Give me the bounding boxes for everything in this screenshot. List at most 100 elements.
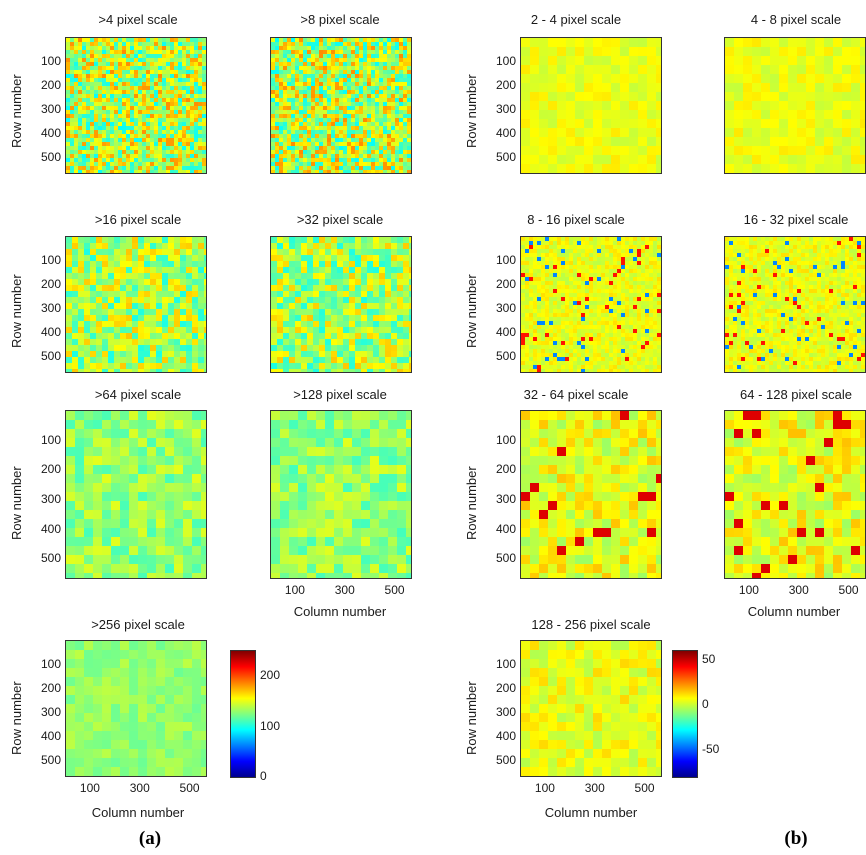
heatmap-cell (165, 546, 174, 555)
heatmap-cell (391, 130, 395, 134)
heatmap-cell (132, 321, 138, 327)
heatmap-cell (142, 94, 146, 98)
heatmap-cell (96, 345, 102, 351)
heatmap-cell (770, 65, 779, 74)
heatmap-cell (406, 447, 411, 456)
heatmap-cell (192, 501, 201, 510)
heatmap-cell (182, 102, 186, 106)
heatmap-cell (291, 74, 295, 78)
heatmap-cell (84, 345, 90, 351)
heatmap-cell (202, 86, 206, 90)
heatmap-cell (165, 740, 174, 749)
heatmap-cell (295, 94, 299, 98)
heatmap-cell (114, 297, 120, 303)
heatmap-cell (375, 150, 379, 154)
heatmap-cell (530, 110, 539, 119)
heatmap-cell (325, 327, 331, 333)
heatmap-cell (323, 150, 327, 154)
heatmap-cell (98, 98, 102, 102)
heatmap-cell (311, 170, 315, 173)
heatmap-cell (102, 46, 106, 50)
heatmap-cell (656, 65, 661, 74)
heatmap-cell (154, 78, 158, 82)
heatmap-cell (287, 42, 291, 46)
heatmap-cell (331, 42, 335, 46)
heatmap-cell (192, 492, 201, 501)
heatmap-cell (323, 78, 327, 82)
heatmap-cell (126, 297, 132, 303)
heatmap-cell (301, 291, 307, 297)
heatmap-cell (752, 74, 761, 83)
heatmap-cell (102, 279, 108, 285)
heatmap-cell (397, 573, 406, 578)
heatmap-cell (539, 146, 548, 155)
heatmap-cell (186, 110, 190, 114)
heatmap-cell (66, 740, 75, 749)
heatmap-cell (150, 114, 154, 118)
heatmap-cell (620, 74, 629, 83)
heatmap-cell (307, 420, 316, 429)
heatmap-cell (371, 62, 375, 66)
heatmap-cell (307, 411, 316, 420)
heatmap-cell (533, 237, 537, 241)
heatmap-cell (183, 695, 192, 704)
heatmap-cell (355, 90, 359, 94)
heatmap-cell (385, 345, 391, 351)
heatmap-cell (110, 146, 114, 150)
heatmap-cell (647, 38, 656, 47)
heatmap-cell (403, 46, 407, 50)
heatmap-cell (126, 110, 130, 114)
heatmap-cell (319, 82, 323, 86)
heatmap-cell (602, 83, 611, 92)
heatmap-cell (158, 142, 162, 146)
heatmap-cell (204, 321, 206, 327)
heatmap-cell (146, 82, 150, 86)
heatmap-cell (343, 363, 349, 369)
heatmap-cell (565, 249, 569, 253)
heatmap-cell (361, 519, 370, 528)
heatmap-cell (287, 38, 291, 42)
heatmap-cell (657, 237, 661, 241)
heatmap-cell (283, 279, 289, 285)
heatmap-cell (359, 150, 363, 154)
heatmap-cell (331, 243, 337, 249)
heatmap-cell (138, 94, 142, 98)
heatmap-cell (355, 50, 359, 54)
heatmap-cell (154, 82, 158, 86)
heatmap-cell (311, 74, 315, 78)
heatmap-cell (134, 118, 138, 122)
heatmap-cell (323, 170, 327, 173)
heatmap-cell (355, 74, 359, 78)
heatmap-cell (331, 303, 337, 309)
heatmap-cell (725, 137, 734, 146)
heatmap-cell (166, 90, 170, 94)
heatmap-cell (150, 297, 156, 303)
heatmap-cell (327, 166, 331, 170)
heatmap-cell (397, 279, 403, 285)
heatmap-cell (743, 128, 752, 137)
heatmap-cell (174, 122, 178, 126)
heatmap-cell (84, 573, 93, 578)
heatmap-cell (303, 126, 307, 130)
heatmap-cell (84, 546, 93, 555)
heatmap-cell (367, 46, 371, 50)
heatmap-cell (311, 70, 315, 74)
heatmap-cell (150, 321, 156, 327)
heatmap-cell (307, 162, 311, 166)
heatmap-cell (403, 78, 407, 82)
heatmap-cell (275, 170, 279, 173)
heatmap-cell (271, 94, 275, 98)
heatmap-cell (617, 241, 621, 245)
heatmap-cell (204, 249, 206, 255)
heatmap-cell (271, 114, 275, 118)
heatmap-cell (335, 166, 339, 170)
heatmap-cell (198, 150, 202, 154)
heatmap-cell (339, 50, 343, 54)
heatmap-cell (311, 118, 315, 122)
heatmap-cell (397, 369, 403, 372)
heatmap-cell (168, 249, 174, 255)
heatmap-cell (66, 54, 70, 58)
heatmap-cell (182, 170, 186, 173)
heatmap-cell (325, 351, 331, 357)
heatmap-cell (301, 297, 307, 303)
